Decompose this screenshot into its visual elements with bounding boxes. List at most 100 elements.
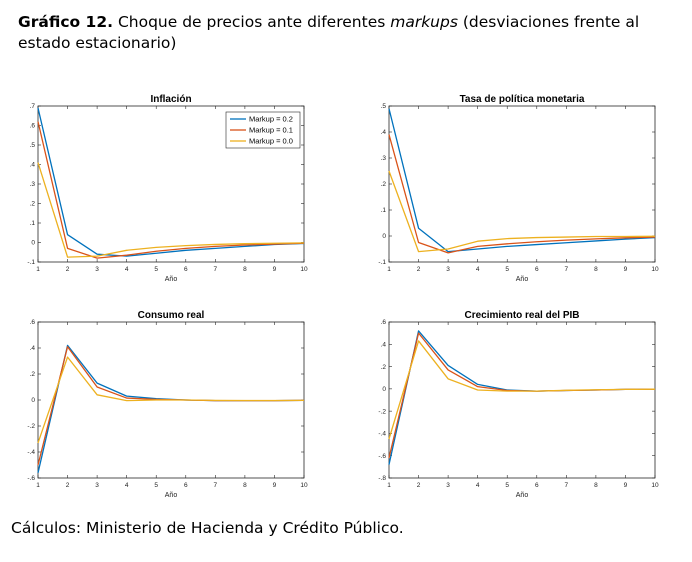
x-tick-label: 5 bbox=[505, 482, 509, 489]
y-tick-label: .3 bbox=[30, 181, 36, 188]
series-line-3 bbox=[388, 170, 656, 253]
x-tick-label: 4 bbox=[476, 266, 480, 273]
y-tick-label: -.8 bbox=[378, 475, 386, 482]
y-tick-label: .6 bbox=[30, 123, 36, 130]
y-tick-label: 0 bbox=[382, 386, 386, 393]
x-tick-label: 7 bbox=[565, 266, 569, 273]
y-tick-label: .6 bbox=[381, 319, 387, 326]
x-axis-label: Año bbox=[516, 276, 529, 283]
heading-italic: markups bbox=[390, 13, 458, 31]
y-tick-label: .5 bbox=[30, 142, 36, 149]
legend: Markup = 0.2 Markup = 0.1 Markup = 0.0 bbox=[225, 111, 301, 149]
y-tick-label: .4 bbox=[381, 129, 387, 136]
y-tick-label: .4 bbox=[381, 341, 387, 348]
y-tick-label: .4 bbox=[30, 345, 36, 352]
x-tick-label: 4 bbox=[125, 266, 129, 273]
y-tick-label: -.1 bbox=[378, 259, 386, 266]
chart-panel-2: Tasa de política monetaria -.1 0 .1 .2 .3 .4 .5… bbox=[378, 94, 659, 283]
y-tick-label: -.2 bbox=[27, 423, 35, 430]
x-tick-label: 3 bbox=[95, 266, 99, 273]
x-tick-label: 8 bbox=[594, 266, 598, 273]
series-line-1 bbox=[37, 107, 305, 257]
x-tick-label: 8 bbox=[243, 482, 247, 489]
series-line-3 bbox=[37, 356, 305, 444]
x-tick-label: 7 bbox=[214, 266, 218, 273]
x-tick-label: 8 bbox=[243, 266, 247, 273]
x-tick-label: 6 bbox=[184, 266, 188, 273]
x-tick-label: 6 bbox=[535, 266, 539, 273]
series-line-3 bbox=[388, 340, 656, 440]
y-tick-label: -.6 bbox=[27, 475, 35, 482]
figure-number: Gráfico 12. bbox=[18, 13, 114, 31]
y-tick-label: .6 bbox=[30, 319, 36, 326]
legend-entry: Markup = 0.0 bbox=[249, 137, 293, 146]
chart-title: Tasa de política monetaria bbox=[460, 94, 585, 105]
y-tick-label: .2 bbox=[30, 201, 36, 208]
x-tick-label: 1 bbox=[36, 482, 40, 489]
x-tick-label: 10 bbox=[651, 482, 659, 489]
x-tick-label: 6 bbox=[535, 482, 539, 489]
y-tick-label: .4 bbox=[30, 162, 36, 169]
x-axis-label: Año bbox=[165, 276, 178, 283]
series-line-2 bbox=[388, 134, 656, 254]
y-tick-label: 0 bbox=[31, 397, 35, 404]
x-tick-label: 2 bbox=[417, 482, 421, 489]
heading-text-1: Choque de precios ante diferentes bbox=[113, 13, 391, 31]
x-tick-label: 5 bbox=[154, 482, 158, 489]
y-tick-label: -.4 bbox=[378, 431, 386, 438]
y-tick-label: -.1 bbox=[27, 259, 35, 266]
series-line-3 bbox=[37, 162, 305, 258]
x-tick-label: 4 bbox=[125, 482, 129, 489]
series-line-2 bbox=[37, 121, 305, 259]
x-tick-label: 2 bbox=[66, 266, 70, 273]
y-tick-label: 0 bbox=[31, 240, 35, 247]
chart-title: Consumo real bbox=[138, 310, 205, 321]
plot-area bbox=[37, 105, 305, 263]
y-tick-label: .1 bbox=[381, 207, 387, 214]
chart-title: Crecimiento real del PIB bbox=[464, 310, 579, 321]
x-tick-label: 8 bbox=[594, 482, 598, 489]
y-tick-label: 0 bbox=[382, 233, 386, 240]
x-tick-label: 9 bbox=[273, 482, 277, 489]
x-tick-label: 4 bbox=[476, 482, 480, 489]
x-tick-label: 9 bbox=[273, 266, 277, 273]
x-tick-label: 5 bbox=[505, 266, 509, 273]
chart-panel-4: Crecimiento real del PIB -.8 -.6 -.4 -.2 0 .2.… bbox=[378, 310, 659, 499]
y-tick-label: .2 bbox=[381, 181, 387, 188]
x-tick-label: 7 bbox=[565, 482, 569, 489]
x-tick-label: 3 bbox=[446, 482, 450, 489]
y-tick-label: .5 bbox=[381, 103, 387, 110]
x-tick-label: 6 bbox=[184, 482, 188, 489]
x-tick-label: 1 bbox=[387, 266, 391, 273]
heading-text-2: (desviaciones frente al estado estaciona… bbox=[18, 13, 640, 52]
x-tick-label: 5 bbox=[154, 266, 158, 273]
x-tick-label: 1 bbox=[36, 266, 40, 273]
x-tick-label: 3 bbox=[95, 482, 99, 489]
chart-title: Inflación bbox=[150, 94, 191, 105]
x-tick-label: 9 bbox=[624, 482, 628, 489]
y-tick-label: -.6 bbox=[378, 453, 386, 460]
y-tick-label: .3 bbox=[381, 155, 387, 162]
y-tick-label: .2 bbox=[381, 364, 387, 371]
x-tick-label: 2 bbox=[417, 266, 421, 273]
x-tick-label: 1 bbox=[387, 482, 391, 489]
x-tick-label: 3 bbox=[446, 266, 450, 273]
chart-panel-1: Inflación -.1 0 .1 .2 .3 .4 .5 .6 .7 1 2 3 4 5 6 7 8 9 10 Añ… bbox=[27, 94, 308, 283]
legend-entry: Markup = 0.2 bbox=[249, 115, 293, 124]
series-line-1 bbox=[388, 108, 656, 253]
x-axis-label: Año bbox=[516, 492, 529, 499]
source-note: Cálculos: Ministerio de Hacienda y Crédi… bbox=[11, 519, 404, 537]
x-axis-label: Año bbox=[165, 492, 178, 499]
legend-entry: Markup = 0.1 bbox=[249, 126, 293, 135]
x-tick-label: 2 bbox=[66, 482, 70, 489]
x-tick-label: 10 bbox=[300, 266, 308, 273]
x-tick-label: 10 bbox=[300, 482, 308, 489]
y-tick-label: .2 bbox=[30, 371, 36, 378]
figure-heading: Gráfico 12. Choque de precios ante difer… bbox=[18, 12, 668, 54]
x-tick-label: 9 bbox=[624, 266, 628, 273]
x-tick-label: 10 bbox=[651, 266, 659, 273]
y-tick-label: .1 bbox=[30, 220, 36, 227]
x-tick-label: 7 bbox=[214, 482, 218, 489]
chart-panel-3: Consumo real -.6 -.4 -.2 0 .2 .4 .6 1 2 3 4 5 6 7 8 9 10 A… bbox=[27, 310, 308, 499]
